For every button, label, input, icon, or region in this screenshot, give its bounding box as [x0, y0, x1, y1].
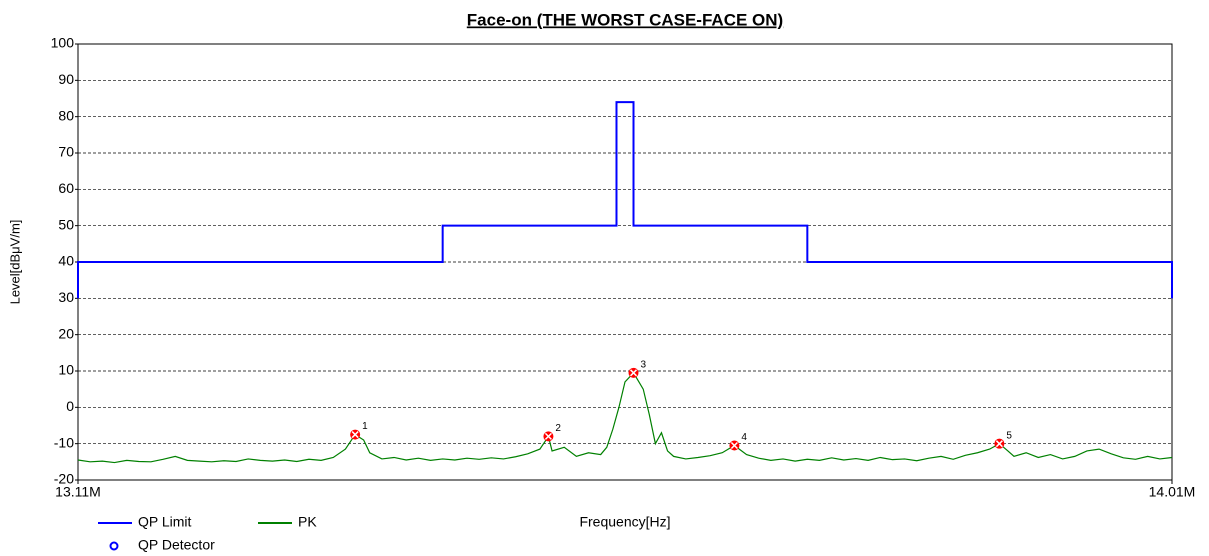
series-line [77, 101, 1173, 299]
y-tick-label: 20 [58, 325, 74, 341]
detector-marker [994, 438, 1005, 449]
detector-marker [628, 367, 639, 378]
y-tick-label: 80 [58, 107, 74, 123]
y-tick-label: 0 [66, 398, 74, 414]
x-tick-label: 14.01M [1149, 484, 1196, 500]
legend-label: QP Limit [138, 514, 192, 530]
y-axis-label: Level[dBμV/m] [7, 220, 22, 305]
marker-label: 1 [362, 421, 368, 432]
y-tick-label: 10 [58, 362, 74, 378]
marker-label: 5 [1006, 430, 1012, 441]
marker-label: 4 [741, 432, 747, 443]
marker-label: 3 [641, 359, 647, 370]
x-tick-label: 13.11M [55, 484, 101, 500]
y-tick-label: 50 [58, 216, 74, 232]
y-tick-label: 40 [58, 253, 74, 269]
detector-marker [350, 429, 361, 440]
x-axis-label: Frequency[Hz] [579, 514, 670, 530]
y-tick-label: 70 [58, 144, 74, 160]
legend-label: QP Detector [138, 537, 215, 553]
y-tick-label: -20 [54, 471, 74, 487]
series-line [77, 371, 1173, 464]
y-tick-label: 30 [58, 289, 74, 305]
y-tick-label: -10 [54, 434, 74, 450]
legend-marker [109, 541, 119, 551]
detector-marker [543, 431, 554, 442]
detector-marker [729, 440, 740, 451]
legend-label: PK [298, 514, 317, 530]
marker-label: 2 [555, 423, 561, 434]
y-tick-label: 90 [58, 71, 74, 87]
chart-title: Face-on (THE WORST CASE-FACE ON) [467, 10, 783, 29]
y-tick-label: 100 [51, 35, 75, 51]
y-tick-label: 60 [58, 180, 74, 196]
